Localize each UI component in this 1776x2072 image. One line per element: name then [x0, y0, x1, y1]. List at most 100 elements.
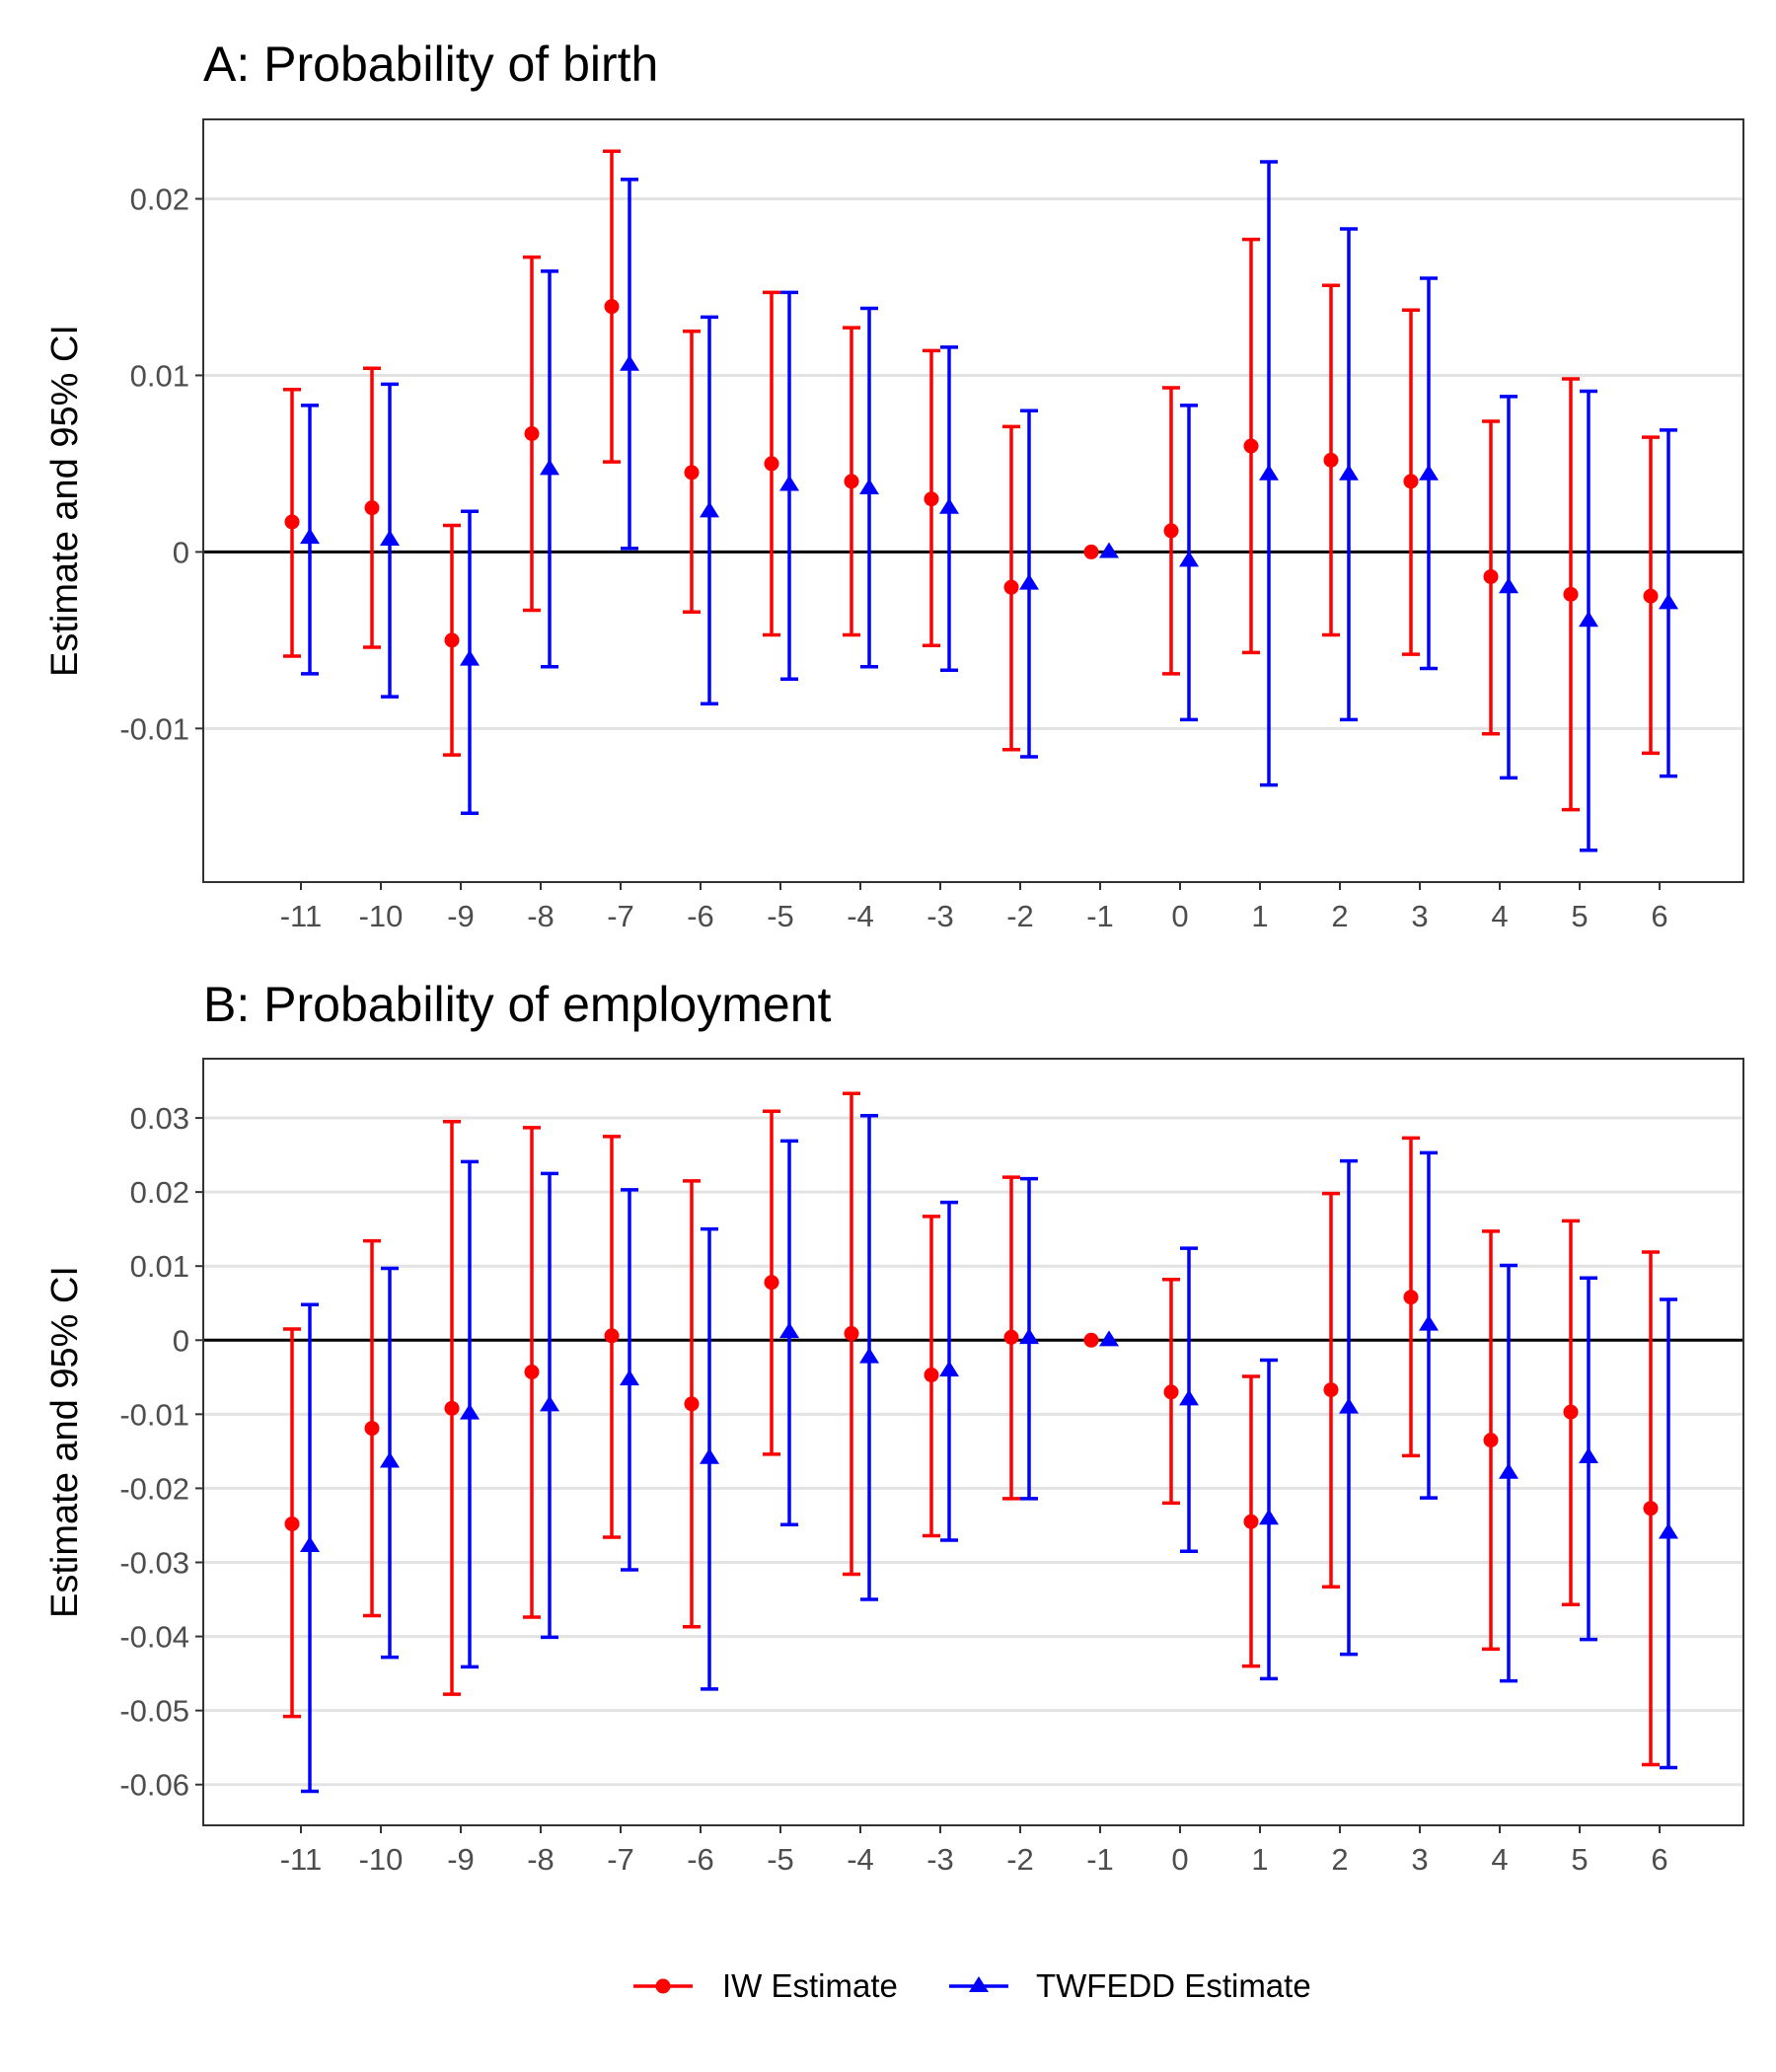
data-point	[460, 1403, 480, 1420]
data-point	[1019, 1328, 1039, 1345]
data-point	[684, 465, 700, 481]
data-point	[300, 1536, 320, 1553]
data-point	[924, 491, 939, 507]
data-point	[524, 1365, 540, 1380]
data-point	[1403, 1290, 1419, 1305]
y-tick-label: -0.04	[119, 1620, 189, 1655]
x-tick-label: 1	[1251, 1842, 1268, 1877]
x-tick-label: -8	[527, 899, 555, 933]
panel-border	[202, 1058, 1744, 1826]
data-point	[1323, 452, 1339, 468]
data-point	[1083, 1332, 1099, 1348]
y-tick-label: -0.05	[119, 1694, 189, 1729]
x-tick-label: -9	[447, 899, 475, 933]
x-tick-label: 0	[1171, 899, 1188, 933]
x-tick-label: -5	[767, 899, 794, 933]
data-point	[1323, 1382, 1339, 1398]
data-point	[1259, 1509, 1279, 1525]
y-tick-label: 0.01	[130, 1249, 189, 1284]
data-point	[859, 479, 879, 495]
x-tick-label: -1	[1086, 1842, 1114, 1877]
data-point	[844, 474, 859, 489]
legend-label: TWFEDD Estimate	[1036, 1967, 1311, 2004]
x-tick-label: -2	[1006, 899, 1034, 933]
data-point	[284, 1516, 300, 1531]
y-axis-title: Estimate and 95% CI	[44, 1266, 86, 1618]
y-tick-label: 0	[173, 1323, 189, 1358]
x-tick-label: 5	[1571, 899, 1588, 933]
x-tick-label: 6	[1651, 899, 1667, 933]
data-point	[1083, 544, 1099, 559]
x-tick-label: -7	[607, 1842, 634, 1877]
x-tick-label: -6	[687, 899, 714, 933]
data-point	[1643, 588, 1659, 604]
panel-title: B: Probability of employment	[203, 977, 832, 1032]
data-point	[1243, 1514, 1259, 1529]
y-tick-label: -0.01	[119, 1397, 189, 1432]
series-iw	[283, 149, 1660, 812]
data-point	[1483, 1433, 1499, 1448]
x-tick-label: -5	[767, 1842, 794, 1877]
data-point	[1339, 1397, 1359, 1414]
x-tick-label: -8	[527, 1842, 555, 1877]
x-tick-label: -11	[280, 899, 323, 933]
data-point	[1643, 1501, 1659, 1517]
data-point	[460, 649, 480, 666]
legend-marker	[969, 1976, 989, 1992]
y-tick-label: -0.03	[119, 1545, 189, 1580]
data-point	[364, 500, 380, 516]
data-point	[939, 1361, 959, 1377]
data-point	[444, 1400, 460, 1416]
data-point	[540, 459, 559, 476]
data-point	[380, 1451, 400, 1468]
data-point	[620, 354, 639, 371]
y-tick-label: -0.02	[119, 1471, 189, 1506]
legend-item-iw: IW Estimate	[633, 1967, 898, 2004]
x-tick-label: -10	[359, 1842, 404, 1877]
data-point	[779, 475, 799, 491]
data-point	[1019, 573, 1039, 590]
y-tick-label: 0.03	[130, 1101, 189, 1136]
data-point	[1659, 593, 1678, 610]
data-point	[1259, 464, 1279, 481]
data-point	[859, 1347, 879, 1364]
data-point	[284, 514, 300, 530]
x-tick-label: -4	[847, 899, 874, 933]
data-point	[604, 299, 620, 315]
x-tick-label: 1	[1251, 899, 1268, 933]
data-point	[1483, 568, 1499, 584]
y-tick-label: 0	[173, 535, 189, 569]
data-point	[924, 1368, 939, 1383]
data-point	[1563, 586, 1579, 602]
data-point	[939, 497, 959, 514]
y-tick-label: -0.01	[119, 711, 189, 746]
x-tick-label: 5	[1571, 1842, 1588, 1877]
panel-border	[202, 118, 1744, 883]
data-point	[779, 1322, 799, 1339]
data-point	[684, 1396, 700, 1412]
data-point	[1499, 1462, 1518, 1479]
series-twfedd	[300, 1114, 1678, 1794]
panel-b: B: Probability of employment -0.06 -0.05 -0…	[44, 977, 1744, 1877]
data-point	[1339, 464, 1359, 481]
y-axis-title: Estimate and 95% CI	[44, 325, 86, 677]
x-tick-label: -3	[926, 1842, 954, 1877]
x-tick-label: 4	[1491, 899, 1508, 933]
legend-marker	[655, 1978, 671, 1994]
series-twfedd	[300, 160, 1678, 852]
x-tick-label: 4	[1491, 1842, 1508, 1877]
data-point	[1099, 1330, 1119, 1347]
data-point	[1499, 577, 1518, 594]
data-point	[844, 1326, 859, 1342]
x-tick-label: 2	[1331, 899, 1348, 933]
panel-title: A: Probability of birth	[203, 37, 658, 92]
y-tick-label: -0.06	[119, 1768, 189, 1803]
x-tick-label: -7	[607, 899, 634, 933]
x-tick-label: -4	[847, 1842, 874, 1877]
x-tick-label: 3	[1411, 899, 1428, 933]
x-tick-label: -3	[926, 899, 954, 933]
x-tick-label: 2	[1331, 1842, 1348, 1877]
legend-label: IW Estimate	[722, 1967, 898, 2004]
data-point	[1419, 464, 1439, 481]
